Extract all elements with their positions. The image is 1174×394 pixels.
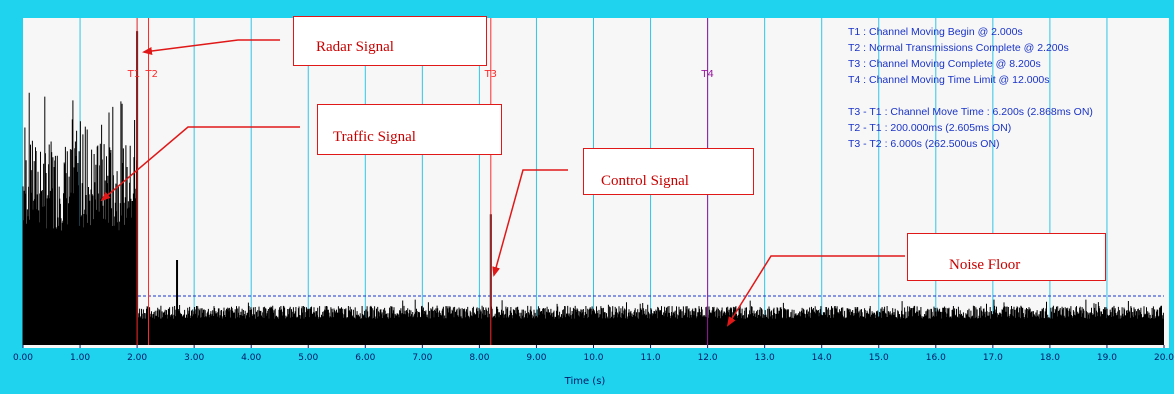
x-tick-label: 8.00 [469, 353, 489, 363]
x-tick-label: 11.0 [641, 353, 661, 363]
radar-signal-label: Radar Signal [316, 39, 394, 55]
marker-label-t1: T1 [127, 69, 140, 80]
timing-info-panel: T1 : Channel Moving Begin @ 2.000s T2 : N… [848, 26, 1093, 150]
x-tick-label: 6.00 [355, 353, 375, 363]
x-tick-label: 17.0 [983, 353, 1003, 363]
info-line: T2 : Normal Transmissions Complete @ 2.2… [848, 42, 1069, 54]
x-tick-label: 16.0 [926, 353, 946, 363]
noise-floor-callout: Noise Floor [907, 233, 1106, 281]
control-signal-callout: Control Signal [583, 148, 754, 195]
x-tick-label: 10.0 [583, 353, 603, 363]
traffic-signal-callout: Traffic Signal [317, 104, 502, 155]
info-line: T3 - T2 : 6.000s (262.500us ON) [848, 138, 1000, 150]
traffic-arrow [100, 126, 300, 202]
x-tick-label: 7.00 [412, 353, 432, 363]
x-tick-label: 0.00 [13, 353, 33, 363]
marker-label-t2: T2 [145, 69, 158, 80]
info-line: T3 : Channel Moving Complete @ 8.200s [848, 58, 1041, 70]
info-line: T1 : Channel Moving Begin @ 2.000s [848, 26, 1023, 38]
x-tick-label: 9.00 [526, 353, 546, 363]
x-axis-title: Time (s) [564, 376, 606, 387]
x-tick-label: 5.00 [298, 353, 318, 363]
x-tick-label: 14.0 [812, 353, 832, 363]
x-tick-label: 13.0 [755, 353, 775, 363]
x-tick-label: 15.0 [869, 353, 889, 363]
noise-arrow [726, 255, 905, 327]
info-line: T2 - T1 : 200.000ms (2.605ms ON) [848, 122, 1011, 134]
x-tick-label: 18.0 [1040, 353, 1060, 363]
noise-floor-label: Noise Floor [949, 257, 1021, 273]
traffic-signal-label: Traffic Signal [333, 129, 416, 145]
x-tick-label: 12.0 [698, 353, 718, 363]
x-tick-label: 20.0 [1154, 353, 1174, 363]
x-tick-label: 4.00 [241, 353, 261, 363]
x-tick-label: 19.0 [1097, 353, 1117, 363]
x-axis-ticks: 0.00 1.00 2.00 3.00 4.00 5.00 6.00 7.00 8.00 9.00… [13, 345, 1174, 363]
radar-signal-callout: Radar Signal [293, 16, 487, 66]
radar-arrow [142, 39, 280, 55]
x-tick-label: 1.00 [70, 353, 90, 363]
control-arrow [492, 169, 568, 277]
x-tick-label: 2.00 [127, 353, 147, 363]
callout-arrows [100, 39, 905, 327]
info-line: T4 : Channel Moving Time Limit @ 12.000s [848, 74, 1050, 86]
marker-label-t4: T4 [700, 69, 713, 80]
signal-body [23, 230, 138, 345]
signal-trace [22, 31, 1165, 345]
signal-body [137, 318, 1165, 345]
marker-label-t3: T3 [484, 69, 497, 80]
info-line: T3 - T1 : Channel Move Time : 6.200s (2.… [848, 106, 1093, 118]
x-tick-label: 3.00 [184, 353, 204, 363]
control-signal-label: Control Signal [601, 173, 689, 189]
